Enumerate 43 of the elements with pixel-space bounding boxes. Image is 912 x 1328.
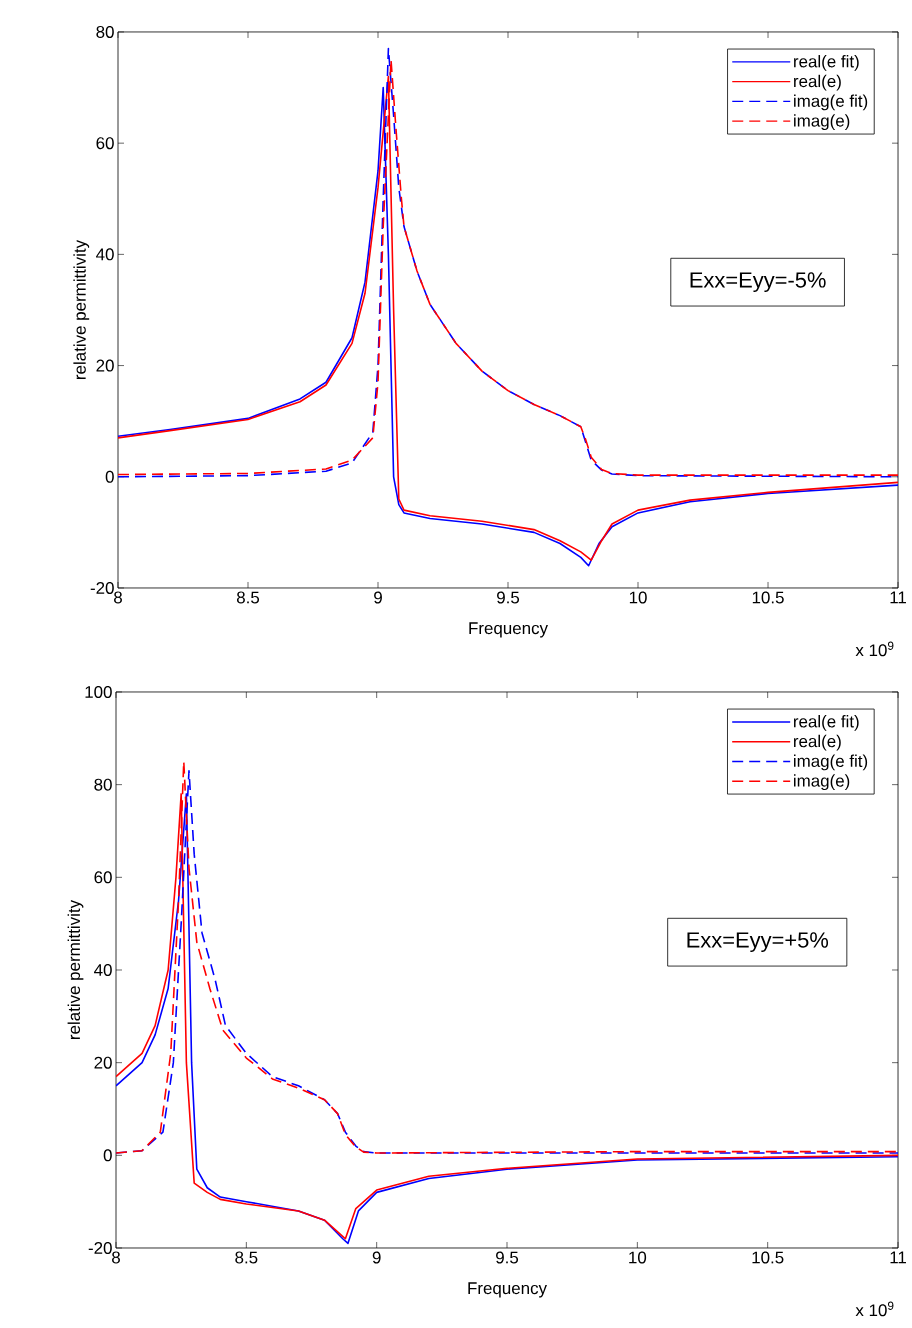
x-tick-label: 8 <box>114 591 122 604</box>
legend-label: real(e) <box>794 734 841 751</box>
x-tick-label: 11 <box>890 591 906 604</box>
y-tick-label: 20 <box>96 359 114 372</box>
legend-label: real(e fit) <box>794 715 859 731</box>
x-tick-label: 11 <box>890 1251 906 1264</box>
x-axis-title: Frequency <box>468 1282 547 1298</box>
x-tick-label: 8.5 <box>235 1251 258 1264</box>
x-tick-label: 9.5 <box>496 1251 519 1264</box>
y-tick-label: 0 <box>105 470 114 483</box>
x-tick-label: 9.5 <box>497 591 520 604</box>
legend-label: imag(e) <box>794 114 850 131</box>
text: x 10$^{9}$ <box>855 1301 894 1317</box>
y-tick-label: 100 <box>85 685 112 698</box>
text: x 10$^{9}$ <box>855 641 894 657</box>
y-tick-label: 20 <box>94 1056 112 1069</box>
y-tick-label: 0 <box>103 1149 112 1162</box>
legend-label: imag(e fit) <box>794 94 868 111</box>
x-axis-title: Frequency <box>469 622 548 638</box>
x-tick-label: 9 <box>374 591 382 604</box>
y-axis-title: relative permittivity <box>67 899 84 1039</box>
y-axis-title: relative permittivity <box>73 239 90 379</box>
y-tick-label: 40 <box>96 248 114 261</box>
y-tick-label: -20 <box>88 1242 112 1254</box>
legend-label: real(e fit) <box>794 55 859 71</box>
y-tick-label: 60 <box>96 137 114 150</box>
x-tick-label: 9 <box>372 1251 381 1264</box>
legend-label: real(e) <box>794 74 841 91</box>
x-tick-label: 8 <box>112 1251 120 1264</box>
annotation: Exx=Eyy=-5% <box>690 272 826 293</box>
y-tick-label: 80 <box>94 778 112 791</box>
x-tick-label: 10 <box>629 1251 647 1264</box>
x-tick-label: 10 <box>629 591 647 604</box>
annotation: Exx=Eyy=+5% <box>687 932 829 953</box>
x-tick-label: 8.5 <box>236 591 260 604</box>
y-tick-label: 40 <box>94 963 112 976</box>
x-tick-label: 10.5 <box>752 1251 784 1264</box>
legend-label: imag(e fit) <box>794 754 868 771</box>
y-tick-label: 60 <box>94 871 112 884</box>
y-tick-label: -20 <box>90 581 114 594</box>
legend-label: imag(e) <box>794 774 850 791</box>
x-tick-label: 10.5 <box>752 591 784 604</box>
y-tick-label: 80 <box>96 25 114 38</box>
